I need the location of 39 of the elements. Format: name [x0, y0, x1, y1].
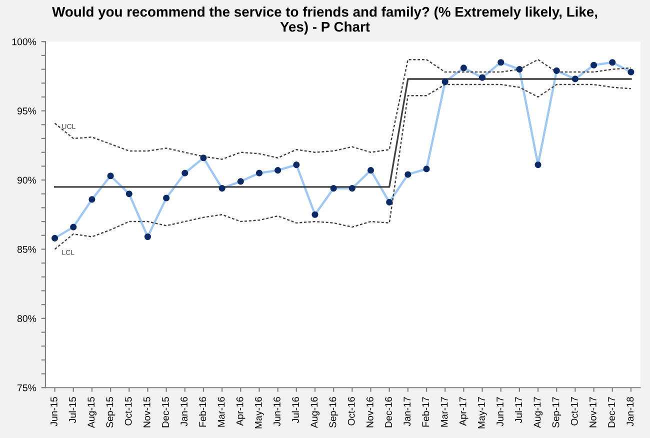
y-tick-label: 100% [12, 38, 36, 46]
x-tick-label: Aug-16 [310, 397, 320, 428]
x-tick-label: Sep-15 [106, 397, 116, 428]
x-tick-label: May-16 [254, 397, 264, 428]
x-tick-label: Feb-16 [198, 397, 206, 427]
x-tick-label: Jun-15 [50, 397, 58, 426]
x-tick-label: Jul-17 [514, 397, 522, 423]
x-tick-label: Feb-17 [422, 397, 430, 427]
x-tick-label: Dec-15 [162, 397, 169, 428]
x-tick-label: Jun-16 [274, 397, 280, 426]
x-tick-label: Aug-15 [88, 397, 96, 428]
x-tick-label: Jan-18 [626, 397, 634, 426]
x-tick-label: Jun-17 [496, 397, 504, 426]
x-tick-label: Oct-15 [124, 397, 132, 426]
x-tick-label: Jul-15 [68, 397, 76, 423]
x-tick-label: Mar-16 [218, 397, 225, 427]
y-tick-label: 80% [17, 315, 36, 322]
x-tick-label: Jul-16 [292, 397, 300, 423]
chart-title: Would you recommend the service to friends and family? (% Extremely likely, Like, Yes) - P Chart [52, 6, 598, 34]
x-tick-label: Sep-17 [552, 397, 562, 428]
x-tick-label: Aug-17 [534, 397, 543, 428]
x-tick-label: Nov-16 [366, 397, 374, 428]
y-tick-label: 75% [18, 384, 36, 392]
x-tick-label: Jan-17 [404, 397, 411, 426]
x-tick-label: Apr-16 [236, 397, 246, 426]
x-tick-label: Dec-17 [608, 397, 615, 428]
y-tick-label: 85% [17, 246, 36, 253]
x-tick-label: Oct-16 [348, 397, 355, 426]
x-tick-label: Jan-16 [180, 397, 188, 426]
x-tick-label: May-17 [478, 397, 487, 428]
x-tick-label: Apr-17 [460, 397, 468, 426]
x-tick-label: Oct-17 [570, 397, 578, 426]
y-tick-label: 95% [17, 108, 36, 114]
x-tick-label: Dec-16 [385, 397, 392, 428]
y-tick-label: 90% [17, 176, 36, 184]
x-tick-label: Mar-17 [440, 397, 448, 427]
x-tick-label: Nov-17 [590, 397, 596, 428]
x-tick-label: Sep-16 [329, 397, 338, 428]
x-tick-label: Nov-15 [144, 397, 150, 428]
